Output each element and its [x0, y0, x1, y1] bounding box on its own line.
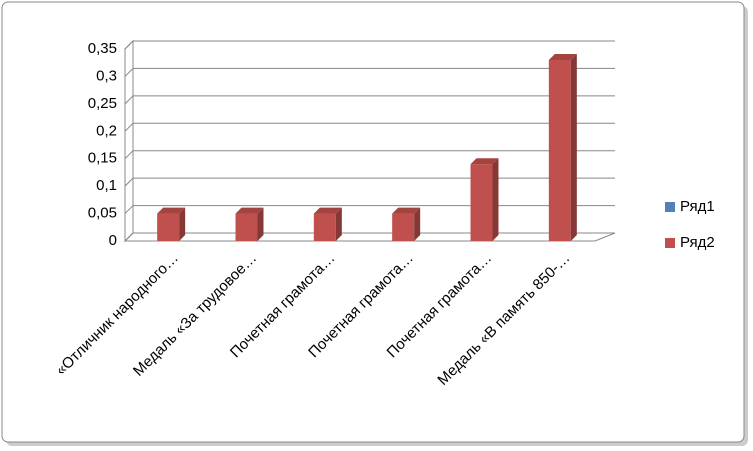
bar — [470, 164, 493, 241]
bar-side — [335, 207, 342, 241]
y-tick-label: 0,15 — [88, 150, 117, 167]
bar-top — [157, 207, 186, 214]
bar-side — [492, 158, 499, 241]
bar-side — [570, 53, 577, 241]
legend-label: Ряд1 — [680, 198, 715, 215]
y-tick-label: 0,05 — [88, 205, 117, 222]
legend-label: Ряд2 — [680, 234, 715, 251]
bar-side — [179, 207, 186, 241]
grid-line — [124, 67, 615, 77]
bar-top — [313, 207, 342, 214]
legend-swatch — [665, 238, 675, 248]
bar — [235, 213, 258, 241]
bar-top — [548, 53, 577, 60]
y-tick-label: 0,1 — [96, 177, 117, 194]
grid-line — [124, 205, 615, 214]
grid-line — [124, 177, 615, 187]
y-tick-label: 0 — [109, 232, 117, 249]
bar — [157, 213, 180, 241]
bar — [313, 213, 336, 241]
grid-line — [124, 95, 615, 105]
grid-line — [124, 122, 615, 132]
bar — [548, 59, 571, 241]
grid-line — [124, 150, 615, 160]
bar — [392, 213, 415, 241]
y-tick-label: 0,35 — [88, 40, 117, 57]
bar-top — [235, 207, 264, 214]
y-tick-label: 0,3 — [96, 67, 117, 84]
bar-side — [414, 207, 421, 241]
y-tick-label: 0,25 — [88, 95, 117, 112]
grid-line — [124, 40, 615, 50]
y-tick-label: 0,2 — [96, 122, 117, 139]
bar-side — [257, 207, 264, 241]
legend-swatch — [665, 202, 675, 212]
bar-top — [392, 207, 421, 214]
bar-top — [470, 158, 499, 165]
floor — [123, 232, 616, 242]
